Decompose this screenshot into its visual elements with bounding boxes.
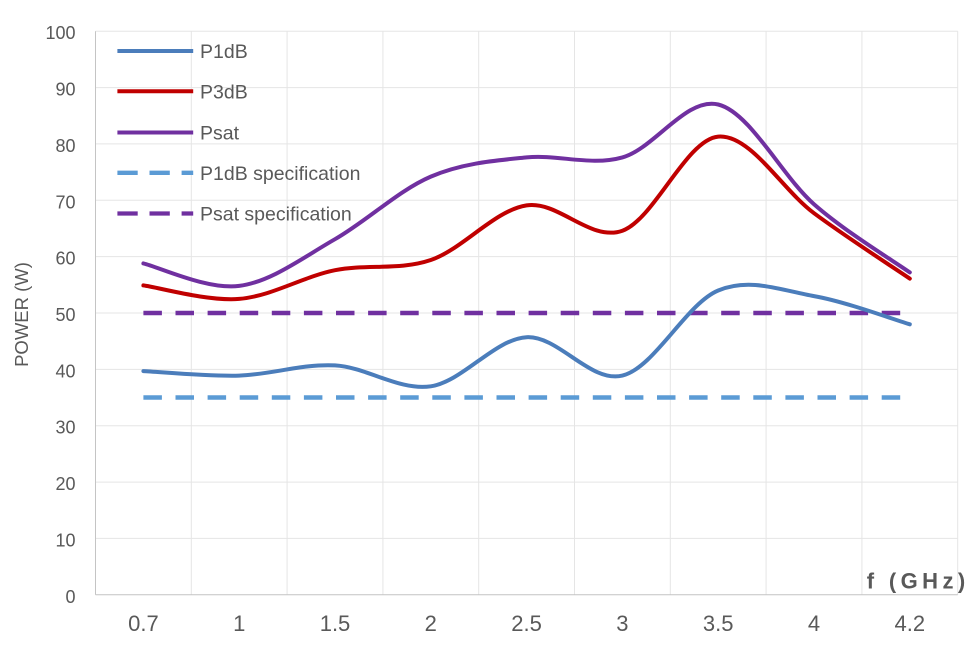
svg-text:100: 100: [45, 23, 75, 43]
svg-text:10: 10: [55, 530, 75, 550]
svg-text:20: 20: [55, 474, 75, 494]
svg-text:POWER (W): POWER (W): [11, 262, 32, 367]
svg-text:60: 60: [55, 249, 75, 269]
svg-text:30: 30: [55, 418, 75, 438]
svg-text:Psat: Psat: [200, 123, 240, 145]
svg-text:3.5: 3.5: [703, 611, 734, 636]
svg-text:0: 0: [65, 587, 75, 607]
svg-text:f (GHz): f (GHz): [867, 569, 970, 594]
svg-text:2.5: 2.5: [511, 611, 542, 636]
svg-text:P1dB specification: P1dB specification: [200, 163, 360, 185]
svg-text:2: 2: [425, 611, 437, 636]
svg-text:90: 90: [55, 80, 75, 100]
svg-text:P3dB: P3dB: [200, 81, 248, 103]
svg-text:4: 4: [808, 611, 820, 636]
svg-text:50: 50: [55, 305, 75, 325]
svg-text:70: 70: [55, 192, 75, 212]
svg-text:1.5: 1.5: [320, 611, 351, 636]
svg-text:3: 3: [616, 611, 628, 636]
svg-text:40: 40: [55, 361, 75, 381]
svg-text:1: 1: [233, 611, 245, 636]
svg-text:Psat specification: Psat specification: [200, 204, 352, 226]
svg-text:80: 80: [55, 136, 75, 156]
svg-text:P1dB: P1dB: [200, 41, 248, 63]
svg-text:4.2: 4.2: [895, 611, 926, 636]
svg-text:0.7: 0.7: [128, 611, 159, 636]
